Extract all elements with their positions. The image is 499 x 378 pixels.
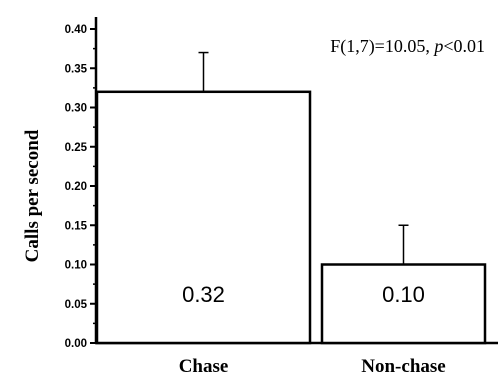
bar-non-chase	[320, 263, 487, 345]
bars	[95, 90, 487, 345]
error-bars	[198, 51, 409, 265]
y-tick-label: 0.00	[65, 338, 87, 350]
data-label: 0.10	[382, 282, 425, 307]
annotation-suffix: <0.01	[443, 36, 485, 56]
y-tick-label: 0.40	[65, 24, 87, 36]
y-axis-label: Calls per second	[22, 129, 43, 262]
annotation-prefix: F(1,7)=10.05,	[330, 36, 434, 57]
category-label: Non-chase	[361, 356, 445, 377]
data-labels: 0.32 0.10	[182, 282, 425, 307]
y-tick-label: 0.10	[65, 260, 87, 272]
y-tick-label: 0.20	[65, 181, 87, 193]
y-tick-label: 0.25	[65, 142, 88, 154]
data-label: 0.32	[182, 282, 225, 307]
category-label: Chase	[179, 356, 229, 377]
category-labels: Chase Non-chase	[179, 356, 446, 377]
y-tick-label: 0.35	[65, 63, 88, 75]
annotation-italic: p	[432, 36, 443, 56]
y-ticks: 0.00 0.05 0.10 0.15 0.20 0.25 0.30 0.35 0.40	[65, 24, 96, 350]
y-tick-label: 0.15	[65, 220, 88, 232]
y-tick-label: 0.05	[65, 299, 88, 311]
y-tick-label: 0.30	[65, 103, 87, 115]
stats-annotation: F(1,7)=10.05, p<0.01	[330, 36, 485, 57]
